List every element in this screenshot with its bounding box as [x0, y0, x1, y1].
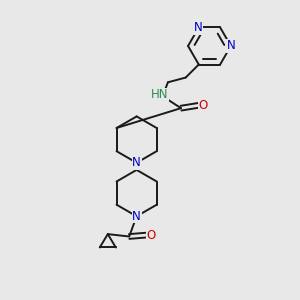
Text: O: O: [199, 99, 208, 112]
Text: N: N: [132, 210, 141, 223]
Text: N: N: [194, 21, 203, 34]
Text: O: O: [147, 229, 156, 242]
Text: N: N: [132, 156, 141, 169]
Text: HN: HN: [151, 88, 168, 101]
Text: N: N: [227, 40, 236, 52]
